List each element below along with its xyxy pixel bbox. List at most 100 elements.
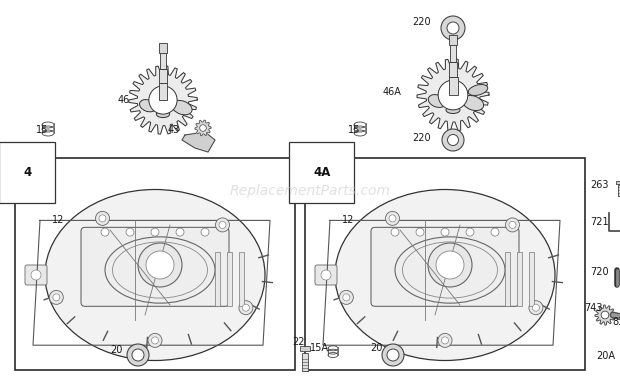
Bar <box>505 252 510 306</box>
FancyBboxPatch shape <box>315 265 337 285</box>
Circle shape <box>448 134 459 146</box>
Circle shape <box>31 270 41 280</box>
Circle shape <box>99 215 106 222</box>
Circle shape <box>127 344 149 366</box>
Circle shape <box>428 243 472 287</box>
Text: 15A: 15A <box>310 343 329 353</box>
Text: 12: 12 <box>52 215 64 225</box>
Bar <box>517 252 522 306</box>
Polygon shape <box>129 66 197 134</box>
Ellipse shape <box>45 189 265 361</box>
Circle shape <box>509 222 516 228</box>
Circle shape <box>441 16 465 40</box>
Circle shape <box>533 304 539 311</box>
Text: 263: 263 <box>590 180 608 190</box>
Text: 4A: 4A <box>313 166 330 179</box>
Bar <box>159 83 167 100</box>
Circle shape <box>132 349 144 361</box>
Circle shape <box>53 294 60 301</box>
Bar <box>449 62 457 77</box>
FancyBboxPatch shape <box>81 227 229 306</box>
Circle shape <box>386 211 399 225</box>
Circle shape <box>416 228 424 236</box>
Bar <box>159 69 167 83</box>
Circle shape <box>601 311 609 319</box>
Text: 4: 4 <box>23 166 31 179</box>
Text: 15: 15 <box>36 125 48 135</box>
Bar <box>158 100 168 117</box>
Text: 743: 743 <box>584 303 603 313</box>
Bar <box>300 346 310 351</box>
Bar <box>305 158 585 370</box>
Polygon shape <box>417 59 489 131</box>
Ellipse shape <box>140 100 156 112</box>
Bar <box>159 43 167 52</box>
Circle shape <box>387 349 399 361</box>
Text: 46A: 46A <box>383 87 402 97</box>
Circle shape <box>151 228 159 236</box>
Circle shape <box>146 251 174 279</box>
Bar <box>448 77 458 95</box>
Ellipse shape <box>156 111 170 118</box>
Circle shape <box>200 125 206 131</box>
Circle shape <box>126 228 134 236</box>
Bar <box>449 35 457 45</box>
Circle shape <box>201 228 209 236</box>
Text: 20: 20 <box>370 343 383 353</box>
Circle shape <box>239 301 253 315</box>
Circle shape <box>138 243 182 287</box>
Text: 46: 46 <box>118 95 130 105</box>
Bar <box>618 185 620 196</box>
Text: 43: 43 <box>168 125 180 135</box>
Ellipse shape <box>172 100 192 115</box>
Circle shape <box>389 215 396 222</box>
Circle shape <box>491 228 499 236</box>
Text: 22: 22 <box>292 337 304 347</box>
FancyBboxPatch shape <box>371 227 519 306</box>
Text: 720: 720 <box>590 267 609 277</box>
Text: 220: 220 <box>412 133 431 143</box>
Bar <box>227 252 232 306</box>
Circle shape <box>438 333 452 347</box>
Polygon shape <box>595 305 615 325</box>
Bar <box>448 95 458 113</box>
FancyBboxPatch shape <box>25 265 47 285</box>
Bar <box>15 158 295 370</box>
Text: 220: 220 <box>412 17 431 27</box>
Circle shape <box>529 301 543 315</box>
Text: 83: 83 <box>612 317 620 327</box>
Ellipse shape <box>463 96 484 110</box>
Circle shape <box>176 228 184 236</box>
Circle shape <box>343 294 350 301</box>
Circle shape <box>441 228 449 236</box>
Bar <box>529 252 534 306</box>
Circle shape <box>50 290 63 304</box>
Ellipse shape <box>468 84 488 96</box>
Circle shape <box>441 337 448 344</box>
Bar <box>160 48 166 69</box>
Ellipse shape <box>446 107 460 113</box>
Circle shape <box>151 337 159 344</box>
Circle shape <box>447 22 459 34</box>
Text: 20: 20 <box>110 345 122 355</box>
Bar <box>239 252 244 306</box>
Bar <box>450 40 456 62</box>
Text: 12: 12 <box>342 215 355 225</box>
Circle shape <box>101 228 109 236</box>
Text: ReplacementParts.com: ReplacementParts.com <box>229 184 391 198</box>
Circle shape <box>149 86 177 114</box>
Circle shape <box>95 211 110 225</box>
Ellipse shape <box>335 189 555 361</box>
Circle shape <box>242 304 249 311</box>
Circle shape <box>321 270 331 280</box>
Circle shape <box>391 228 399 236</box>
Circle shape <box>505 218 520 232</box>
Circle shape <box>436 251 464 279</box>
Polygon shape <box>195 120 211 136</box>
Circle shape <box>466 228 474 236</box>
Bar <box>616 181 620 185</box>
Circle shape <box>442 129 464 151</box>
Bar <box>302 353 308 371</box>
Text: 20A: 20A <box>596 351 615 361</box>
Circle shape <box>339 290 353 304</box>
